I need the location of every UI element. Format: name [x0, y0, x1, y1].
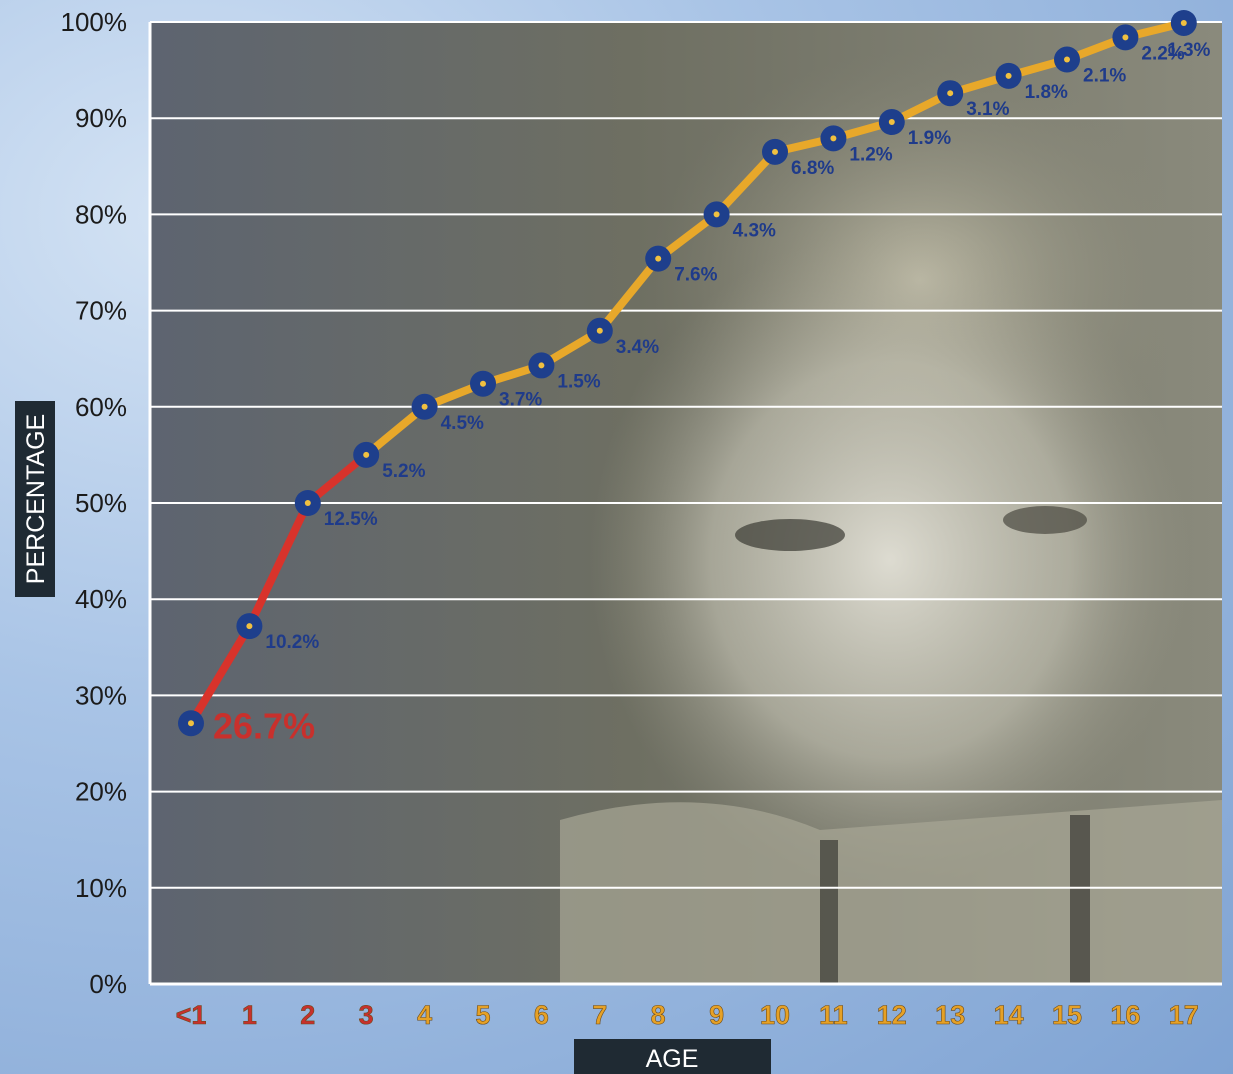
y-tick-label: 30%: [75, 680, 127, 710]
y-axis-ticks: 0% 10% 20% 30% 40% 50% 60% 70% 80% 90% 100%: [61, 7, 128, 999]
data-label: 2.2%: [1141, 43, 1184, 64]
x-tick-label: 15: [1052, 1000, 1082, 1030]
data-label: 6.8%: [791, 158, 834, 179]
x-tick-label: <1: [176, 1000, 207, 1030]
x-tick-label: 2: [300, 1000, 315, 1030]
x-tick-label: 4: [417, 1000, 432, 1030]
x-tick-label: 9: [709, 1000, 724, 1030]
x-tick-label: 13: [935, 1000, 965, 1030]
x-tick-label: 17: [1169, 1000, 1199, 1030]
data-point-center: [655, 255, 662, 262]
data-label: 4.5%: [441, 413, 484, 434]
x-tick-label: 1: [242, 1000, 257, 1030]
x-tick-label: 8: [651, 1000, 666, 1030]
data-point-center: [713, 211, 720, 218]
x-tick-label: 5: [475, 1000, 490, 1030]
data-point-center: [1122, 34, 1129, 41]
data-point-center: [596, 327, 603, 334]
y-tick-label: 20%: [75, 777, 127, 807]
data-markers: [178, 9, 1197, 737]
y-tick-label: 0%: [89, 969, 127, 999]
axes: [148, 22, 1222, 986]
y-tick-label: 100%: [61, 7, 128, 37]
y-tick-label: 40%: [75, 584, 127, 614]
data-point-center: [188, 720, 194, 727]
x-tick-label: 14: [994, 1000, 1024, 1030]
data-point-center: [830, 135, 837, 142]
data-label: 3.1%: [966, 99, 1009, 120]
x-tick-label: 11: [819, 1000, 848, 1030]
y-tick-label: 90%: [75, 103, 127, 133]
data-label: 2.1%: [1083, 66, 1126, 87]
y-axis-label: PERCENTAGE: [15, 401, 55, 597]
gridlines: [150, 21, 1222, 889]
x-axis-label: AGE: [574, 1039, 771, 1074]
data-label: 12.5%: [324, 509, 378, 530]
data-label: 1.8%: [1025, 82, 1068, 103]
x-tick-label: 10: [760, 1000, 790, 1030]
series-line-highlight: [187, 451, 369, 726]
x-tick-label: 3: [359, 1000, 374, 1030]
y-tick-label: 70%: [75, 296, 127, 326]
y-tick-label: 10%: [75, 873, 127, 903]
data-point-center: [947, 90, 954, 97]
data-label: 1.2%: [849, 144, 892, 165]
data-point-center: [1005, 72, 1012, 79]
y-tick-label: 60%: [75, 392, 127, 422]
x-axis-label-text: AGE: [646, 1045, 699, 1073]
data-label: 3.7%: [499, 390, 542, 411]
data-label: 10.2%: [265, 632, 319, 653]
x-tick-label: 12: [877, 1000, 907, 1030]
x-tick-label: 6: [534, 1000, 549, 1030]
data-point-center: [480, 380, 486, 387]
data-label: 1.9%: [908, 128, 951, 149]
data-label: 26.7%: [213, 705, 315, 746]
x-axis-ticks: <1 1 2 3 4 5 6 7 8 9 10 11 12 13 14 15 16 17: [175, 1000, 1199, 1031]
y-tick-label: 50%: [75, 488, 127, 518]
data-label: 4.3%: [733, 220, 776, 241]
data-labels: 26.7% 10.2% 12.5% 5.2% 4.5% 3.7% 1.5% 3.4% 7.6% 4…: [213, 40, 1211, 746]
data-point-center: [772, 148, 778, 155]
data-point-center: [246, 623, 253, 630]
data-point-center: [1064, 56, 1070, 63]
data-label: 7.6%: [674, 265, 717, 286]
data-point-center: [304, 500, 311, 506]
data-label: 3.4%: [616, 337, 659, 358]
y-axis-label-text: PERCENTAGE: [22, 414, 50, 584]
data-point-center: [421, 403, 428, 410]
data-point-center: [538, 362, 545, 369]
data-label: 1.5%: [557, 371, 600, 392]
data-label: 1.3%: [1167, 40, 1210, 61]
data-point-center: [888, 119, 895, 126]
x-tick-label: 16: [1110, 1000, 1140, 1030]
data-label: 5.2%: [382, 461, 425, 482]
data-point-center: [1180, 19, 1187, 26]
x-tick-label: 7: [592, 1000, 607, 1030]
y-tick-label: 80%: [75, 199, 127, 229]
data-point-center: [363, 451, 370, 458]
